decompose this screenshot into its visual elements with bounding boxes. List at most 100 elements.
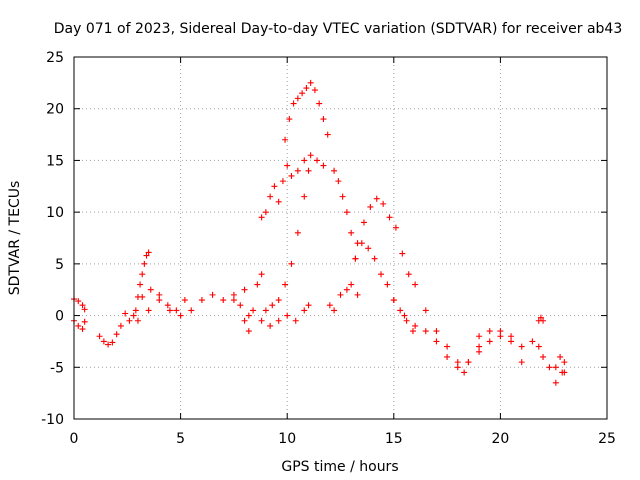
series-track-b bbox=[71, 317, 88, 333]
data-point bbox=[399, 250, 406, 257]
data-point bbox=[465, 359, 472, 366]
data-point bbox=[422, 307, 429, 314]
data-point bbox=[267, 322, 274, 329]
data-point bbox=[392, 224, 399, 231]
data-point bbox=[390, 297, 397, 304]
data-point bbox=[476, 343, 483, 350]
y-tick-label: -5 bbox=[50, 360, 64, 376]
data-point bbox=[371, 255, 378, 262]
data-point bbox=[326, 302, 333, 309]
data-point bbox=[220, 297, 227, 304]
data-point bbox=[177, 312, 184, 319]
series-track-h bbox=[230, 271, 265, 335]
data-point bbox=[412, 281, 419, 288]
x-tick-label: 15 bbox=[385, 431, 403, 447]
data-point bbox=[117, 322, 124, 329]
data-point bbox=[412, 322, 419, 329]
data-point bbox=[518, 343, 525, 350]
data-point bbox=[122, 310, 129, 317]
data-point bbox=[245, 328, 252, 335]
data-point bbox=[241, 286, 248, 293]
x-tick-label: 5 bbox=[176, 431, 185, 447]
data-point bbox=[294, 95, 301, 102]
data-point bbox=[139, 271, 146, 278]
data-point bbox=[301, 307, 308, 314]
y-axis-label: SDTVAR / TECUs bbox=[7, 181, 23, 296]
data-point bbox=[143, 252, 150, 259]
data-point bbox=[75, 322, 82, 329]
data-point bbox=[307, 79, 314, 86]
data-point bbox=[301, 157, 308, 164]
data-point bbox=[156, 291, 163, 298]
data-point bbox=[540, 353, 547, 360]
data-point bbox=[230, 291, 237, 298]
series-track-v bbox=[535, 314, 547, 324]
data-point bbox=[335, 178, 342, 185]
data-point bbox=[348, 281, 355, 288]
data-point bbox=[96, 333, 103, 340]
data-point bbox=[444, 343, 451, 350]
data-point bbox=[269, 302, 276, 309]
data-point bbox=[288, 260, 295, 267]
data-point bbox=[303, 85, 310, 92]
plot-frame bbox=[73, 56, 608, 420]
data-point bbox=[343, 286, 350, 293]
data-point bbox=[258, 317, 265, 324]
data-point bbox=[147, 286, 154, 293]
data-point bbox=[164, 302, 171, 309]
data-point bbox=[486, 338, 493, 345]
series-track-g bbox=[188, 286, 252, 319]
data-point bbox=[241, 317, 248, 324]
series-track-l bbox=[288, 152, 327, 179]
series-track-d bbox=[132, 249, 152, 314]
data-point bbox=[367, 203, 374, 210]
data-point bbox=[275, 317, 282, 324]
y-tick-label: 25 bbox=[46, 50, 64, 66]
data-point bbox=[230, 297, 237, 304]
data-point bbox=[320, 116, 327, 123]
data-point bbox=[288, 172, 295, 179]
data-point bbox=[348, 229, 355, 236]
data-point bbox=[267, 193, 274, 200]
data-point bbox=[145, 249, 152, 256]
data-point bbox=[262, 209, 269, 216]
data-point bbox=[461, 369, 468, 376]
data-point bbox=[237, 302, 244, 309]
data-point bbox=[331, 307, 338, 314]
data-point bbox=[314, 157, 321, 164]
data-point bbox=[380, 200, 387, 207]
data-point bbox=[299, 90, 306, 97]
data-point bbox=[301, 193, 308, 200]
series-track-u bbox=[476, 328, 525, 350]
y-tick-label: -10 bbox=[41, 412, 64, 428]
series-track-t bbox=[465, 333, 525, 366]
data-point bbox=[292, 317, 299, 324]
data-point bbox=[405, 271, 412, 278]
data-point bbox=[166, 307, 173, 314]
data-point bbox=[282, 136, 289, 143]
data-point bbox=[508, 338, 515, 345]
data-point bbox=[373, 195, 380, 202]
data-point bbox=[100, 338, 107, 345]
data-point bbox=[258, 214, 265, 221]
data-point bbox=[275, 297, 282, 304]
data-point bbox=[271, 183, 278, 190]
data-point bbox=[401, 312, 408, 319]
data-point bbox=[529, 338, 536, 345]
data-point bbox=[79, 326, 86, 333]
data-point bbox=[476, 333, 483, 340]
series-track-s bbox=[422, 307, 468, 376]
data-point bbox=[145, 307, 152, 314]
data-point bbox=[156, 297, 163, 304]
grid-lines bbox=[74, 57, 607, 419]
data-point bbox=[378, 271, 385, 278]
data-point bbox=[81, 306, 88, 313]
data-point bbox=[476, 348, 483, 355]
data-point bbox=[105, 341, 112, 348]
data-point bbox=[497, 328, 504, 335]
data-point bbox=[132, 307, 139, 314]
data-point bbox=[397, 307, 404, 314]
series-track-a bbox=[71, 296, 88, 313]
data-point bbox=[134, 317, 141, 324]
